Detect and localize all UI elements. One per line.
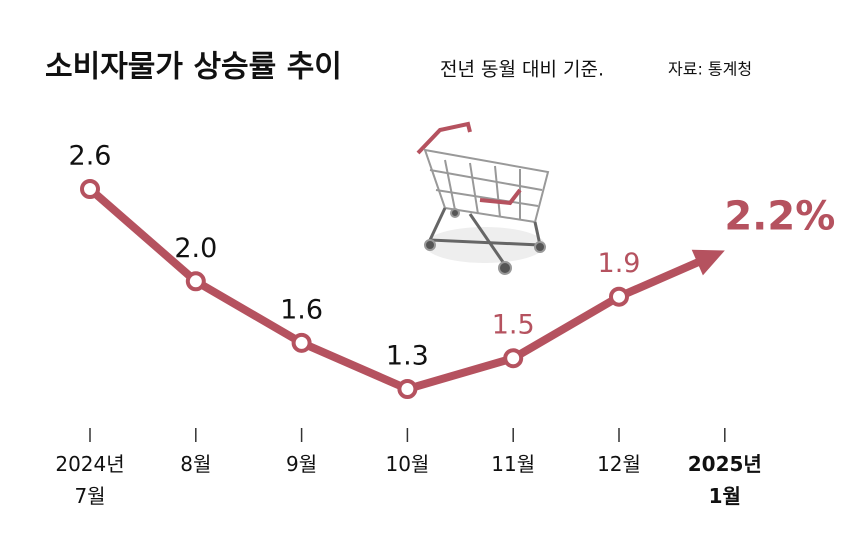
x-tick-label: 2024년 7월 xyxy=(55,452,124,508)
data-label: 1.6 xyxy=(280,294,323,325)
data-label: 2.6 xyxy=(69,141,112,172)
chart-subtitle: 전년 동월 대비 기준. xyxy=(440,59,604,81)
data-label: 1.5 xyxy=(492,310,535,341)
data-point xyxy=(185,271,206,292)
data-label: 2.0 xyxy=(174,233,217,264)
chart-source: 자료: 통계청 xyxy=(668,60,752,79)
arrow-head xyxy=(691,249,725,276)
data-point xyxy=(80,179,100,199)
x-tick-label: 10월 xyxy=(385,452,429,476)
data-label: 2.2% xyxy=(724,194,835,240)
data-point xyxy=(397,379,418,399)
x-tick-label: 9월 xyxy=(286,452,317,476)
cart-illustration xyxy=(416,121,550,275)
data-point xyxy=(503,348,524,369)
data-point xyxy=(609,286,629,307)
data-label: 1.3 xyxy=(386,341,429,372)
x-tick-label: 8월 xyxy=(180,452,211,476)
data-point xyxy=(291,332,312,353)
x-tick-label: 2025년 1월 xyxy=(688,452,762,508)
x-tick-label: 12월 xyxy=(597,452,641,476)
chart-title: 소비자물가 상승률 추이 xyxy=(45,50,342,85)
data-label: 1.9 xyxy=(598,248,641,279)
x-tick-label: 11월 xyxy=(491,452,535,476)
